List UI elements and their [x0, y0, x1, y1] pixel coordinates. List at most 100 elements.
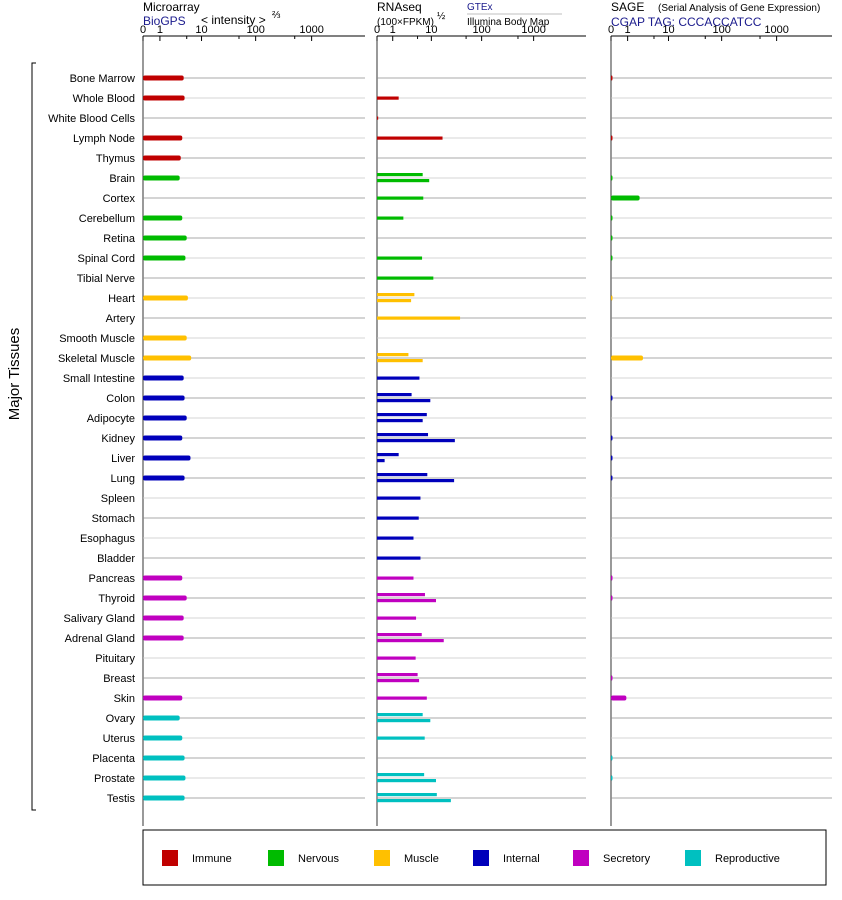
rows-layer: Bone Marrow Whole Blood White Blood Cells L…: [48, 73, 832, 805]
tissue-label-lymph-node: Lymph Node: [73, 133, 135, 145]
microarray-bar-skin: [143, 695, 183, 701]
rnaseq-bar-lung: [377, 473, 428, 477]
rnaseq-bar-adipocyte: [377, 419, 423, 423]
microarray-bar-testis: [143, 795, 185, 801]
rnaseq-bar-artery: [377, 316, 461, 320]
cgap-tag-link[interactable]: CGAP TAG: CCCACCATCC: [611, 15, 762, 29]
rnaseq-bar-white-blood-cells: [377, 116, 379, 120]
rnaseq-tick-label: 1: [390, 24, 396, 36]
microarray-bar-placenta: [143, 755, 185, 761]
sage-bar-brain: [611, 175, 613, 181]
rnaseq-unit: (100×FPKM): [377, 17, 434, 28]
rnaseq-bar-cortex: [377, 196, 424, 200]
tissue-label-heart: Heart: [108, 293, 135, 305]
tissue-label-small-intestine: Small Intestine: [63, 373, 135, 385]
rnaseq-bar-skin: [377, 696, 427, 700]
sage-tick-label: 0: [608, 24, 614, 36]
microarray-unit: < intensity >: [201, 13, 266, 27]
rnaseq-bar-skeletal-muscle: [377, 359, 423, 363]
legend-swatch-reproductive: [685, 850, 701, 866]
rnaseq-bar-colon: [377, 393, 412, 397]
sage-bar-placenta: [611, 755, 613, 761]
rnaseq-bar-kidney: [377, 439, 455, 443]
tissue-label-spleen: Spleen: [101, 493, 135, 505]
bars-layer: [143, 75, 644, 803]
sage-bar-retina: [611, 235, 613, 241]
tissue-label-uterus: Uterus: [103, 733, 136, 745]
sage-bar-spinal-cord: [611, 255, 613, 261]
microarray-bar-heart: [143, 295, 188, 301]
sage-bar-pancreas: [611, 575, 613, 581]
gtex-link[interactable]: GTEx: [467, 2, 493, 13]
rnaseq-bar-skeletal-muscle: [377, 353, 409, 357]
legend-swatch-internal: [473, 850, 489, 866]
tissue-label-pituitary: Pituitary: [95, 653, 135, 665]
microarray-tick-label: 0: [140, 24, 146, 36]
rnaseq-bar-brain: [377, 173, 423, 177]
sage-tick-label: 1000: [764, 24, 788, 36]
rnaseq-bar-ovary: [377, 713, 423, 717]
tissue-label-kidney: Kidney: [101, 433, 135, 445]
legend-swatch-secretory: [573, 850, 589, 866]
microarray-bar-liver: [143, 455, 191, 461]
tissue-label-cortex: Cortex: [103, 193, 136, 205]
tissue-label-lung: Lung: [111, 473, 135, 485]
microarray-bar-whole-blood: [143, 95, 185, 101]
legend-label-immune: Immune: [192, 853, 232, 865]
sage-bar-skin: [611, 695, 627, 701]
legend: Immune Nervous Muscle Internal Secretory Repr…: [162, 850, 780, 866]
tissue-label-placenta: Placenta: [92, 753, 136, 765]
tissue-label-bone-marrow: Bone Marrow: [70, 73, 135, 85]
rnaseq-tick-label: 10: [425, 24, 437, 36]
legend-label-nervous: Nervous: [298, 853, 339, 865]
tissue-label-smooth-muscle: Smooth Muscle: [59, 333, 135, 345]
microarray-bar-brain: [143, 175, 180, 181]
rnaseq-bar-spinal-cord: [377, 256, 423, 260]
microarray-bar-lung: [143, 475, 185, 481]
rnaseq-bar-cerebellum: [377, 216, 404, 220]
microarray-bar-small-intestine: [143, 375, 184, 381]
tissue-label-spinal-cord: Spinal Cord: [78, 253, 135, 265]
tissue-label-tibial-nerve: Tibial Nerve: [77, 273, 135, 285]
tissue-label-white-blood-cells: White Blood Cells: [48, 113, 135, 125]
microarray-bar-prostate: [143, 775, 186, 781]
sage-bar-colon: [611, 395, 613, 401]
tissue-label-liver: Liver: [111, 453, 135, 465]
microarray-bar-kidney: [143, 435, 183, 441]
rnaseq-bar-colon: [377, 399, 431, 403]
rnaseq-bar-thyroid: [377, 599, 437, 603]
microarray-bar-bone-marrow: [143, 75, 184, 81]
tissue-label-skeletal-muscle: Skeletal Muscle: [58, 353, 135, 365]
rnaseq-bar-heart: [377, 299, 412, 303]
legend-swatch-immune: [162, 850, 178, 866]
rnaseq-bar-spleen: [377, 496, 421, 500]
microarray-bar-pancreas: [143, 575, 183, 581]
tissue-label-testis: Testis: [107, 793, 136, 805]
rnaseq-bar-prostate: [377, 773, 425, 777]
legend-swatch-muscle: [374, 850, 390, 866]
rnaseq-bar-bladder: [377, 556, 421, 560]
tissue-label-esophagus: Esophagus: [80, 533, 136, 545]
legend-label-muscle: Muscle: [404, 853, 439, 865]
microarray-tick-label: 1: [157, 24, 163, 36]
tissue-label-breast: Breast: [103, 673, 135, 685]
rnaseq-bar-adrenal-gland: [377, 639, 444, 643]
microarray-bar-spinal-cord: [143, 255, 186, 261]
rnaseq-tick-label: 1000: [521, 24, 545, 36]
rnaseq-bar-testis: [377, 793, 437, 797]
rnaseq-bar-kidney: [377, 433, 429, 437]
tissue-bracket: [31, 62, 36, 811]
sage-bar-cerebellum: [611, 215, 613, 221]
sage-bar-thyroid: [611, 595, 613, 601]
sage-bar-liver: [611, 455, 613, 461]
microarray-bar-adrenal-gland: [143, 635, 184, 641]
microarray-unit-exponent: ⅔: [272, 10, 281, 21]
rnaseq-bar-thyroid: [377, 593, 425, 597]
biogps-link[interactable]: BioGPS: [143, 14, 186, 28]
microarray-bar-colon: [143, 395, 185, 401]
rnaseq-bar-liver: [377, 453, 399, 457]
tissue-label-prostate: Prostate: [94, 773, 135, 785]
rnaseq-bar-testis: [377, 799, 451, 803]
sage-bar-breast: [611, 675, 613, 681]
rnaseq-bar-breast: [377, 679, 420, 683]
